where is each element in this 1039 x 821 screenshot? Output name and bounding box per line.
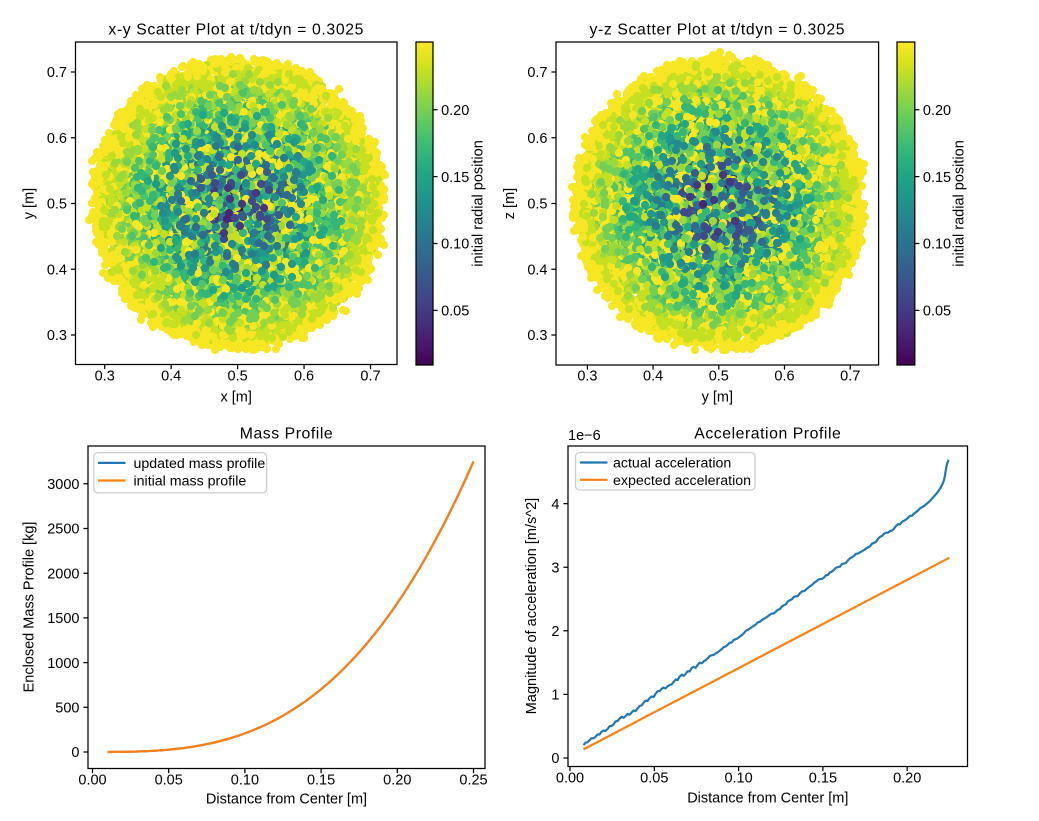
svg-text:0.20: 0.20 [923,103,951,119]
svg-text:Distance from Center [m]: Distance from Center [m] [687,791,848,807]
svg-text:Distance from Center [m]: Distance from Center [m] [206,792,367,808]
svg-text:1500: 1500 [47,611,79,627]
svg-text:1: 1 [551,688,559,704]
svg-text:4: 4 [551,497,559,513]
svg-text:Acceleration Profile: Acceleration Profile [694,426,841,443]
svg-text:0.6: 0.6 [47,131,67,147]
svg-text:0.6: 0.6 [294,369,314,385]
svg-text:0.10: 0.10 [724,771,752,787]
svg-text:3: 3 [551,560,559,576]
svg-text:0.00: 0.00 [78,773,106,789]
svg-text:updated mass profile: updated mass profile [134,456,266,472]
svg-text:0.15: 0.15 [923,170,951,186]
svg-text:initial radial position: initial radial position [471,140,487,267]
svg-text:0.05: 0.05 [441,304,469,320]
svg-text:0.5: 0.5 [527,197,547,213]
svg-text:0.3: 0.3 [95,369,115,385]
svg-text:0.3: 0.3 [577,369,597,385]
svg-text:0.00: 0.00 [556,771,584,787]
svg-text:0.5: 0.5 [47,197,67,213]
svg-text:Mass Profile: Mass Profile [240,426,334,443]
svg-text:1000: 1000 [47,656,79,672]
svg-text:expected acceleration: expected acceleration [613,473,751,489]
svg-text:actual acceleration: actual acceleration [613,456,731,472]
svg-text:0: 0 [551,751,559,767]
svg-text:0.7: 0.7 [47,65,67,81]
svg-text:y-z Scatter Plot at t/tdyn = 0: y-z Scatter Plot at t/tdyn = 0.3025 [589,22,845,39]
svg-text:0.05: 0.05 [923,304,951,320]
svg-text:0.3: 0.3 [47,328,67,344]
svg-text:y [m]: y [m] [702,390,733,406]
svg-text:initial mass profile: initial mass profile [134,474,247,490]
svg-text:0.20: 0.20 [383,773,411,789]
svg-text:0.05: 0.05 [640,771,668,787]
svg-text:Magnitude of acceleration [m/s: Magnitude of acceleration [m/s^2] [524,498,540,714]
svg-text:0.3: 0.3 [527,328,547,344]
svg-text:0.15: 0.15 [307,773,335,789]
svg-text:x-y Scatter Plot at t/tdyn = 0: x-y Scatter Plot at t/tdyn = 0.3025 [108,22,364,39]
svg-text:2500: 2500 [47,522,79,538]
svg-text:0.4: 0.4 [47,262,67,278]
svg-text:0.25: 0.25 [459,773,487,789]
svg-text:500: 500 [55,701,79,717]
svg-text:0.20: 0.20 [893,771,921,787]
svg-text:0.5: 0.5 [709,369,729,385]
svg-text:0.6: 0.6 [527,131,547,147]
svg-text:0.5: 0.5 [228,369,248,385]
svg-text:0.10: 0.10 [231,773,259,789]
svg-text:0.05: 0.05 [155,773,183,789]
svg-text:0.10: 0.10 [441,237,469,253]
svg-text:z [m]: z [m] [502,188,518,219]
svg-text:0.4: 0.4 [161,369,181,385]
svg-text:0.7: 0.7 [840,369,860,385]
svg-text:0.15: 0.15 [441,170,469,186]
svg-text:0.15: 0.15 [809,771,837,787]
svg-text:2: 2 [551,624,559,640]
svg-text:initial radial position: initial radial position [952,140,968,267]
svg-text:Enclosed Mass Profile [kg]: Enclosed Mass Profile [kg] [22,522,38,693]
svg-text:1e−6: 1e−6 [568,428,601,444]
svg-text:3000: 3000 [47,477,79,493]
svg-text:0: 0 [71,745,79,761]
svg-text:0.4: 0.4 [527,262,547,278]
svg-text:0.20: 0.20 [441,103,469,119]
svg-text:0.7: 0.7 [360,369,380,385]
svg-text:2000: 2000 [47,566,79,582]
svg-text:0.10: 0.10 [923,237,951,253]
svg-text:0.4: 0.4 [643,369,663,385]
svg-text:0.7: 0.7 [527,65,547,81]
svg-text:y [m]: y [m] [22,188,38,219]
svg-text:0.6: 0.6 [774,369,794,385]
svg-text:x [m]: x [m] [220,390,251,406]
